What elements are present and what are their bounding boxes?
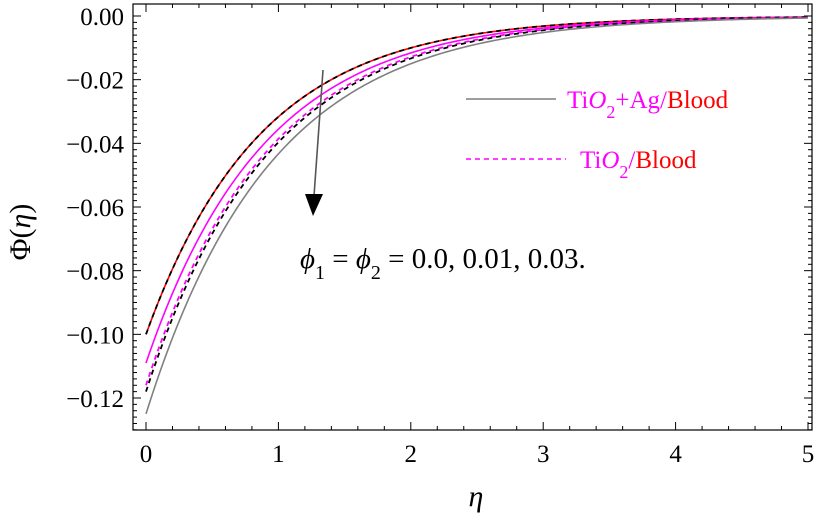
y-tick-label: 0.00 xyxy=(80,4,124,31)
parameter-annotation: ϕ1 = ϕ2 = 0.0, 0.01, 0.03. xyxy=(300,243,586,284)
y-tick-label: −0.12 xyxy=(66,386,124,413)
x-tick-label: 3 xyxy=(537,441,550,468)
series-line-1 xyxy=(145,16,809,335)
y-axis-label: Φ(η) xyxy=(4,204,37,261)
trend-arrow-shaft xyxy=(313,69,324,197)
y-tick-label: −0.02 xyxy=(66,68,124,95)
x-tick-label: 2 xyxy=(405,441,418,468)
legend-label-1: TiO2+Ag/Blood xyxy=(567,87,729,122)
y-tick-label: −0.04 xyxy=(66,131,124,158)
series-curves xyxy=(145,16,809,415)
series-line-5 xyxy=(145,16,809,392)
y-tick-label: −0.10 xyxy=(66,322,124,349)
x-tick-label: 0 xyxy=(140,441,153,468)
axes-frame xyxy=(132,3,813,431)
series-line-6 xyxy=(145,17,809,415)
x-tick-label: 5 xyxy=(802,441,815,468)
plot-frame xyxy=(132,3,813,431)
series-line-4 xyxy=(145,16,809,386)
y-tick-label: −0.08 xyxy=(66,259,124,286)
trend-arrow xyxy=(305,69,324,216)
x-tick-label: 1 xyxy=(272,441,285,468)
x-axis-label: η xyxy=(469,480,484,513)
trend-arrow-head xyxy=(305,194,323,216)
legend: TiO2+Ag/Blood TiO2/Blood xyxy=(466,87,729,182)
series-line-2 xyxy=(145,16,809,335)
legend-label-2: TiO2/Blood xyxy=(580,147,697,182)
y-tick-label: −0.06 xyxy=(66,195,124,222)
tick-marks xyxy=(133,4,812,431)
series-line-3 xyxy=(145,16,809,364)
tick-labels: 0 1 2 3 4 5 0.00 −0.02 −0.04 −0.06 −0.08 −0.10 −0.12 xyxy=(66,4,814,468)
x-tick-label: 4 xyxy=(669,441,682,468)
